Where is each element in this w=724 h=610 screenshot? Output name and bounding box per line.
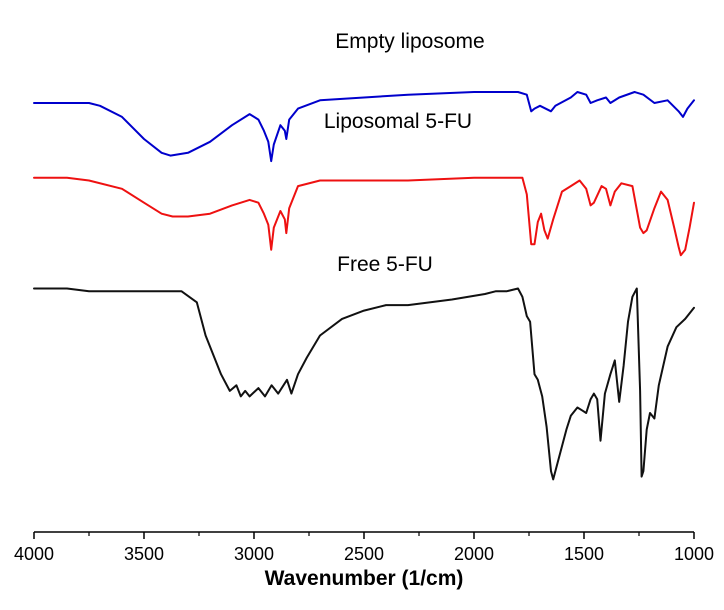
x-tick-label: 4000 xyxy=(14,544,54,564)
series-line-3 xyxy=(33,287,695,481)
series-layer xyxy=(33,91,695,481)
x-tick-label: 2500 xyxy=(344,544,384,564)
x-tick-label: 2000 xyxy=(454,544,494,564)
series-label-1: Empty liposome xyxy=(335,30,484,53)
x-tick-label: 1500 xyxy=(564,544,604,564)
x-axis: 4000 3500 3000 2500 2000 1500 1000 xyxy=(14,531,714,564)
series-label-3: Free 5-FU xyxy=(337,253,433,276)
x-tick-label: 1000 xyxy=(674,544,714,564)
series-line-1 xyxy=(33,91,695,163)
x-tick-label: 3500 xyxy=(124,544,164,564)
x-tick-label: 3000 xyxy=(234,544,274,564)
x-axis-title: Wavenumber (1/cm) xyxy=(265,567,464,590)
series-label-2: Liposomal 5-FU xyxy=(324,110,472,133)
series-line-2 xyxy=(33,176,695,257)
series-labels: Empty liposome Liposomal 5-FU Free 5-FU xyxy=(324,30,485,276)
